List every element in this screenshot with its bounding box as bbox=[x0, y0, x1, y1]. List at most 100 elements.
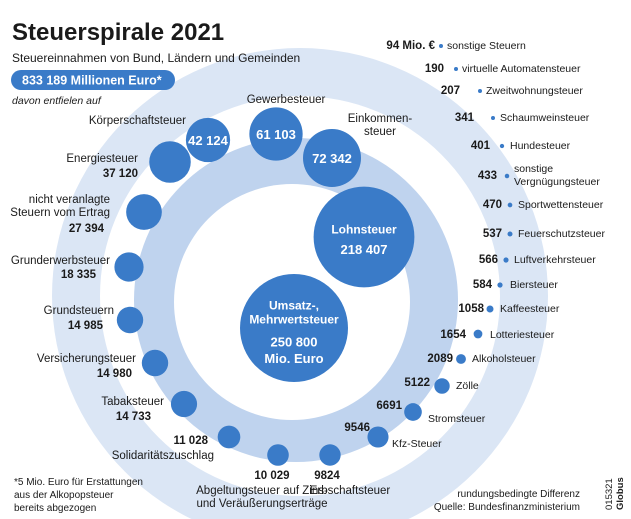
value-biersteuer: 584 bbox=[473, 279, 493, 291]
label-umsatz-mehrwertsteuer-0: Umsatz-, bbox=[269, 299, 319, 313]
label-sportwettensteuer-0: Sportwettensteuer bbox=[518, 199, 604, 211]
chart-subtitle: Steuereinnahmen von Bund, Ländern und Ge… bbox=[12, 51, 300, 65]
label-abgeltungsteuer-auf-zins-und-veraeusserungsertraege-1: und Veräußerungserträge bbox=[196, 498, 327, 510]
value-virtuelle-automatensteuer: 190 bbox=[425, 63, 444, 75]
rounding-note: rundungsbedingte Differenz bbox=[457, 489, 580, 500]
bubble-hundesteuer bbox=[499, 143, 505, 149]
value-feuerschutzsteuer: 537 bbox=[483, 228, 502, 240]
value-kaffeesteuer: 1058 bbox=[458, 303, 484, 315]
bubble-stromsteuer bbox=[404, 403, 422, 421]
bubble-erbschaftsteuer bbox=[319, 444, 341, 466]
value-umsatz-mehrwertsteuer-3: Mio. Euro bbox=[264, 351, 323, 366]
bubble-umsatz-mehrwertsteuer bbox=[240, 274, 348, 382]
value-koerperschaftsteuer: 42 124 bbox=[188, 133, 229, 148]
footnote: *5 Mio. Euro für Erstattungen aus der Al… bbox=[14, 477, 146, 514]
label-sonstige-vergnuegungsteuer-1: Vergnügungsteuer bbox=[514, 176, 600, 188]
bubble-energiesteuer bbox=[149, 141, 191, 183]
label-versicherungsteuer-0: Versicherungsteuer bbox=[37, 353, 136, 365]
label-stromsteuer-0: Stromsteuer bbox=[428, 413, 486, 425]
value-erbschaftsteuer: 9824 bbox=[314, 470, 340, 482]
label-solidaritaetszuschlag-0: Solidaritätszuschlag bbox=[112, 450, 214, 462]
value-gewerbesteuer: 61 103 bbox=[256, 127, 296, 142]
bubble-sonstige-vergnuegungsteuer bbox=[504, 173, 510, 179]
label-koerperschaftsteuer-0: Körperschaftsteuer bbox=[89, 115, 186, 127]
label-grundsteuern-0: Grundsteuern bbox=[44, 305, 114, 317]
label-virtuelle-automatensteuer-0: virtuelle Automatensteuer bbox=[462, 63, 581, 75]
label-tabaksteuer-0: Tabaksteuer bbox=[101, 396, 164, 408]
source-note: Quelle: Bundesfinanzministerium bbox=[434, 502, 580, 513]
value-hundesteuer: 401 bbox=[471, 140, 491, 152]
label-luftverkehrsteuer-0: Luftverkehrsteuer bbox=[514, 254, 596, 266]
label-zoelle-0: Zölle bbox=[456, 380, 479, 392]
bubble-sonstige-steuern bbox=[439, 44, 443, 48]
value-grundsteuern: 14 985 bbox=[68, 320, 104, 332]
bubble-solidaritaetszuschlag bbox=[217, 425, 241, 449]
value-nicht-veranlagte-steuern-vom-ertrag: 27 394 bbox=[69, 223, 105, 235]
label-zweitwohnungsteuer-0: Zweitwohnungsteuer bbox=[486, 85, 583, 97]
brand-name: Globus bbox=[615, 477, 626, 510]
value-einkommensteuer: 72 342 bbox=[312, 151, 352, 166]
bubble-alkoholsteuer bbox=[456, 354, 466, 364]
bubble-schaumweinsteuer bbox=[491, 116, 495, 120]
value-solidaritaetszuschlag: 11 028 bbox=[173, 435, 208, 447]
label-kfz-steuer-0: Kfz-Steuer bbox=[392, 438, 442, 450]
bubble-luftverkehrsteuer bbox=[503, 257, 509, 263]
value-zoelle: 5122 bbox=[404, 377, 430, 389]
bubble-zweitwohnungsteuer bbox=[478, 89, 482, 93]
label-hundesteuer-0: Hundesteuer bbox=[510, 140, 571, 152]
label-sonstige-steuern-0: sonstige Steuern bbox=[447, 40, 526, 52]
bubble-layer bbox=[114, 44, 513, 466]
value-luftverkehrsteuer: 566 bbox=[479, 254, 498, 266]
label-gewerbesteuer-0: Gewerbesteuer bbox=[247, 94, 326, 106]
bubble-abgeltungsteuer-auf-zins-und-veraeusserungsertraege bbox=[267, 444, 289, 466]
label-energiesteuer-0: Energiesteuer bbox=[66, 153, 138, 165]
label-alkoholsteuer-0: Alkoholsteuer bbox=[472, 353, 536, 365]
bubble-tabaksteuer bbox=[170, 390, 198, 418]
bubble-koerperschaftsteuer bbox=[185, 117, 231, 163]
bubble-einkommensteuer bbox=[303, 129, 361, 187]
value-umsatz-mehrwertsteuer-2: 250 800 bbox=[271, 335, 318, 350]
value-alkoholsteuer: 2089 bbox=[427, 353, 453, 365]
label-einkommensteuer-1: steuer bbox=[364, 126, 396, 138]
footnote-line-2: aus der Alkopopsteuer bbox=[14, 490, 114, 501]
value-zweitwohnungsteuer: 207 bbox=[441, 85, 460, 97]
bubble-sportwettensteuer bbox=[507, 202, 513, 208]
subtitle-note: davon entfielen auf bbox=[12, 95, 102, 107]
brand-mark: 015321 Globus bbox=[604, 477, 626, 510]
bubble-biersteuer bbox=[497, 282, 503, 288]
value-kfz-steuer: 9546 bbox=[344, 422, 370, 434]
bubble-versicherungsteuer bbox=[141, 349, 169, 377]
value-sonstige-steuern: 94 Mio. € bbox=[386, 40, 435, 52]
value-grunderwerbsteuer: 18 335 bbox=[61, 269, 97, 281]
bubble-zoelle bbox=[434, 378, 450, 394]
value-sportwettensteuer: 470 bbox=[483, 199, 502, 211]
bubble-kaffeesteuer bbox=[486, 305, 494, 313]
label-einkommensteuer-0: Einkommen- bbox=[348, 113, 413, 125]
chart-title: Steuerspirale 2021 bbox=[12, 19, 224, 46]
value-schaumweinsteuer: 341 bbox=[455, 112, 475, 124]
bubble-lotteriesteuer bbox=[473, 329, 483, 339]
total-badge bbox=[11, 70, 175, 90]
total-value: 833 189 Millionen Euro* bbox=[22, 74, 162, 88]
bubble-lohnsteuer bbox=[313, 186, 415, 288]
label-grunderwerbsteuer-0: Grunderwerbsteuer bbox=[11, 255, 110, 267]
value-abgeltungsteuer-auf-zins-und-veraeusserungsertraege: 10 029 bbox=[254, 470, 289, 482]
bubble-gewerbesteuer bbox=[249, 107, 303, 161]
label-abgeltungsteuer-auf-zins-und-veraeusserungsertraege-0: Abgeltungsteuer auf Zins- bbox=[196, 485, 328, 497]
value-stromsteuer: 6691 bbox=[376, 400, 402, 412]
label-nicht-veranlagte-steuern-vom-ertrag-1: Steuern vom Ertrag bbox=[10, 207, 110, 219]
label-biersteuer-0: Biersteuer bbox=[510, 279, 558, 291]
value-tabaksteuer: 14 733 bbox=[116, 411, 151, 423]
brand-code: 015321 bbox=[604, 478, 615, 510]
label-schaumweinsteuer-0: Schaumweinsteuer bbox=[500, 112, 590, 124]
footnote-line-3: bereits abgezogen bbox=[14, 503, 96, 514]
label-erbschaftsteuer-0: Erbschaftsteuer bbox=[310, 485, 391, 497]
value-energiesteuer: 37 120 bbox=[103, 168, 138, 180]
label-feuerschutzsteuer-0: Feuerschutzsteuer bbox=[518, 228, 605, 240]
label-umsatz-mehrwertsteuer-1: Mehrwertsteuer bbox=[249, 313, 339, 327]
bubble-grundsteuern bbox=[116, 306, 144, 334]
value-versicherungsteuer: 14 980 bbox=[97, 368, 132, 380]
value-lohnsteuer-1: 218 407 bbox=[341, 242, 388, 257]
